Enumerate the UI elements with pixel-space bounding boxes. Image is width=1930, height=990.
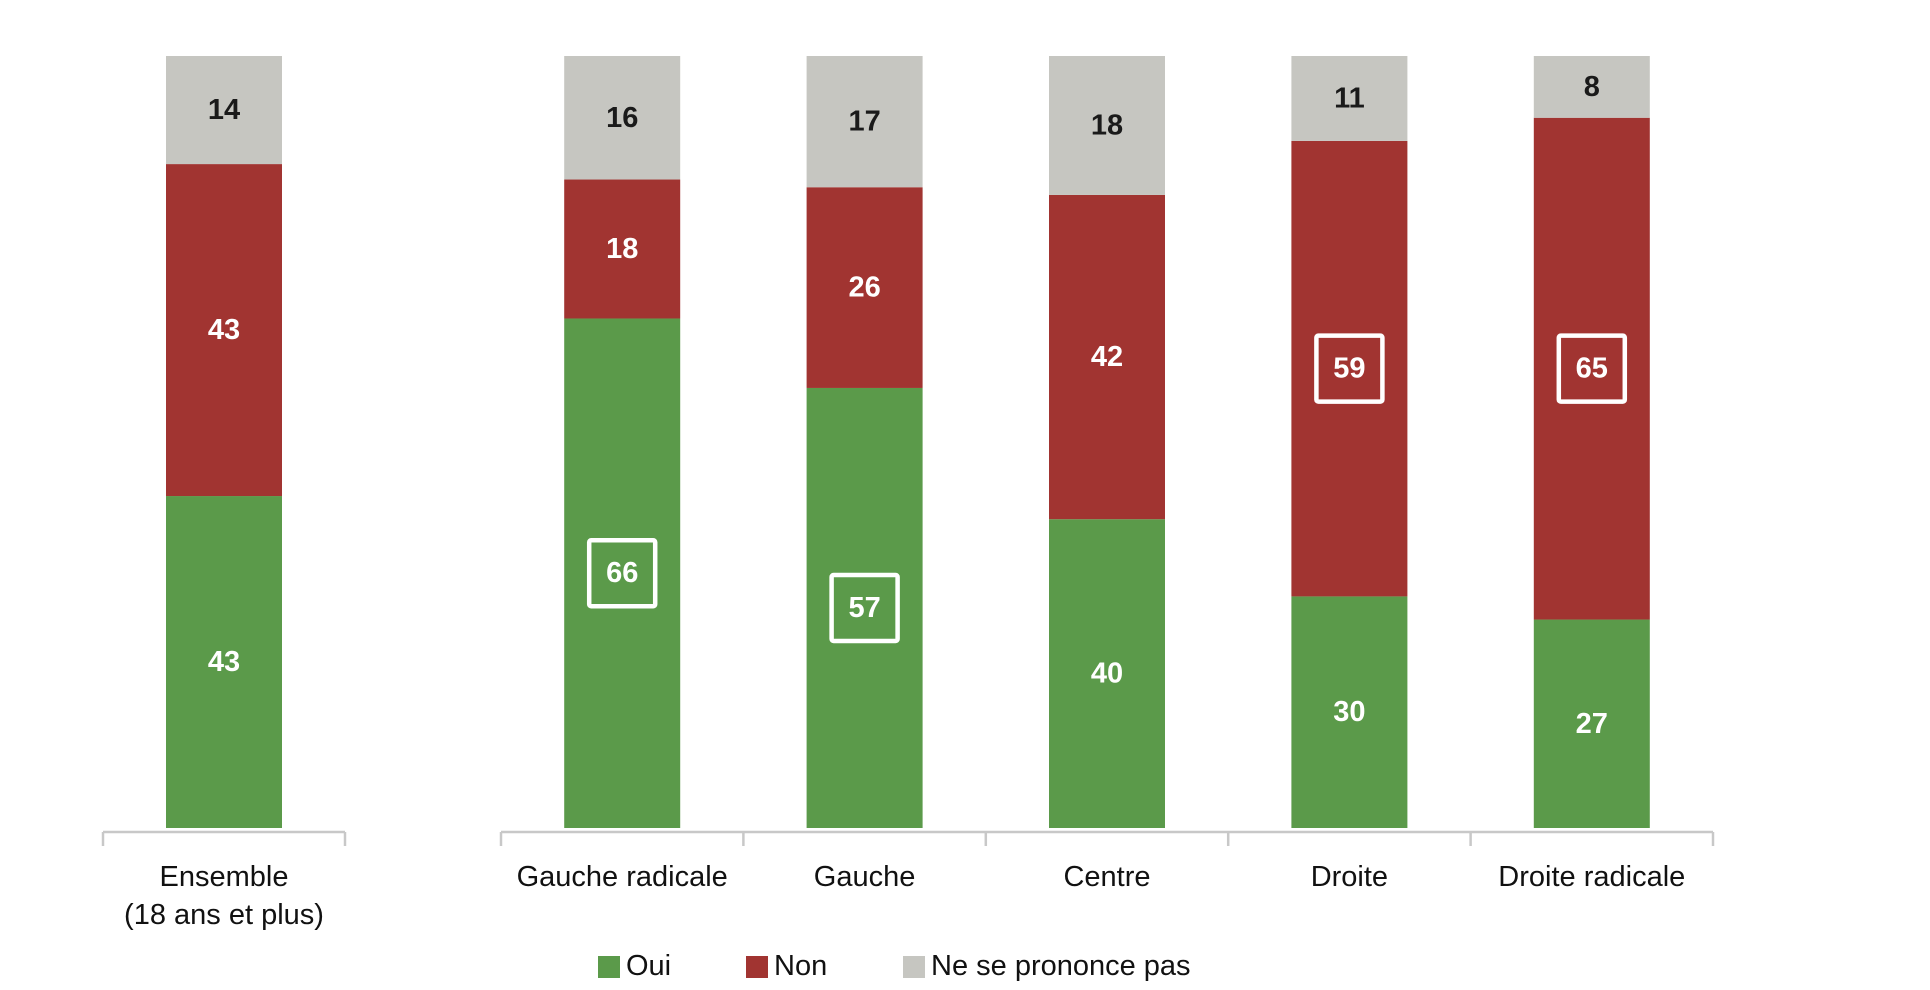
legend-item: Ne se prononce pas — [903, 950, 1191, 983]
bar-segment — [1533, 619, 1650, 828]
bar-segment — [806, 56, 923, 188]
x-tick-label: Ensemble (18 ans et plus) — [124, 861, 324, 931]
value-label: 11 — [1334, 82, 1365, 114]
value-label: 57 — [848, 592, 880, 624]
x-tick-label: Droite radicale — [1498, 861, 1686, 893]
value-label: 26 — [848, 272, 880, 304]
legend-swatch — [598, 955, 620, 978]
bar-segment — [1291, 56, 1408, 141]
highlight-box — [1314, 333, 1385, 404]
bar-segment — [166, 164, 282, 497]
value-label: 43 — [208, 314, 240, 346]
legend-label: Ne se prononce pas — [931, 950, 1191, 982]
legend-label: Oui — [626, 950, 672, 982]
legend-label: Non — [774, 950, 828, 982]
value-label: 18 — [606, 233, 638, 265]
bar-segment — [564, 179, 681, 319]
bar-segment — [1533, 117, 1650, 620]
value-label: 42 — [1091, 341, 1123, 373]
highlight-box — [1556, 333, 1628, 404]
value-label: 59 — [1333, 353, 1365, 385]
legend-swatch — [903, 955, 925, 978]
value-label: 18 — [1091, 109, 1123, 141]
x-tick-label: Droite — [1310, 861, 1389, 893]
bar-segment — [564, 318, 681, 828]
value-label: 30 — [1333, 696, 1365, 728]
value-label: 65 — [1576, 353, 1608, 385]
bar-segment — [564, 56, 681, 180]
bar-segment — [1049, 194, 1165, 520]
value-label: 40 — [1091, 658, 1123, 690]
bar-segment — [1533, 56, 1650, 118]
value-label: 27 — [1576, 708, 1608, 740]
bar-segment — [806, 187, 923, 388]
legend-item: Oui — [598, 950, 671, 983]
highlight-box — [829, 572, 900, 644]
value-label: 17 — [848, 106, 880, 138]
value-label: 14 — [208, 94, 240, 126]
highlight-box — [586, 537, 658, 609]
bar-segment — [166, 56, 282, 165]
x-tick-label: Gauche radicale — [516, 861, 728, 893]
value-label: 66 — [606, 557, 638, 589]
x-tick-label: Centre — [1063, 861, 1151, 893]
x-tick-label: Gauche — [813, 861, 916, 893]
bar-segment — [806, 387, 923, 828]
bar-segment — [1291, 596, 1408, 828]
value-label: 43 — [208, 646, 240, 678]
bar-segment — [1049, 56, 1165, 195]
bar-segment — [1291, 140, 1408, 597]
value-label: 16 — [606, 102, 638, 134]
bar-segment — [166, 496, 282, 828]
value-label: 8 — [1584, 71, 1600, 103]
legend-item: Non — [746, 950, 827, 983]
bar-segment — [1049, 519, 1165, 828]
legend-swatch — [746, 955, 768, 978]
